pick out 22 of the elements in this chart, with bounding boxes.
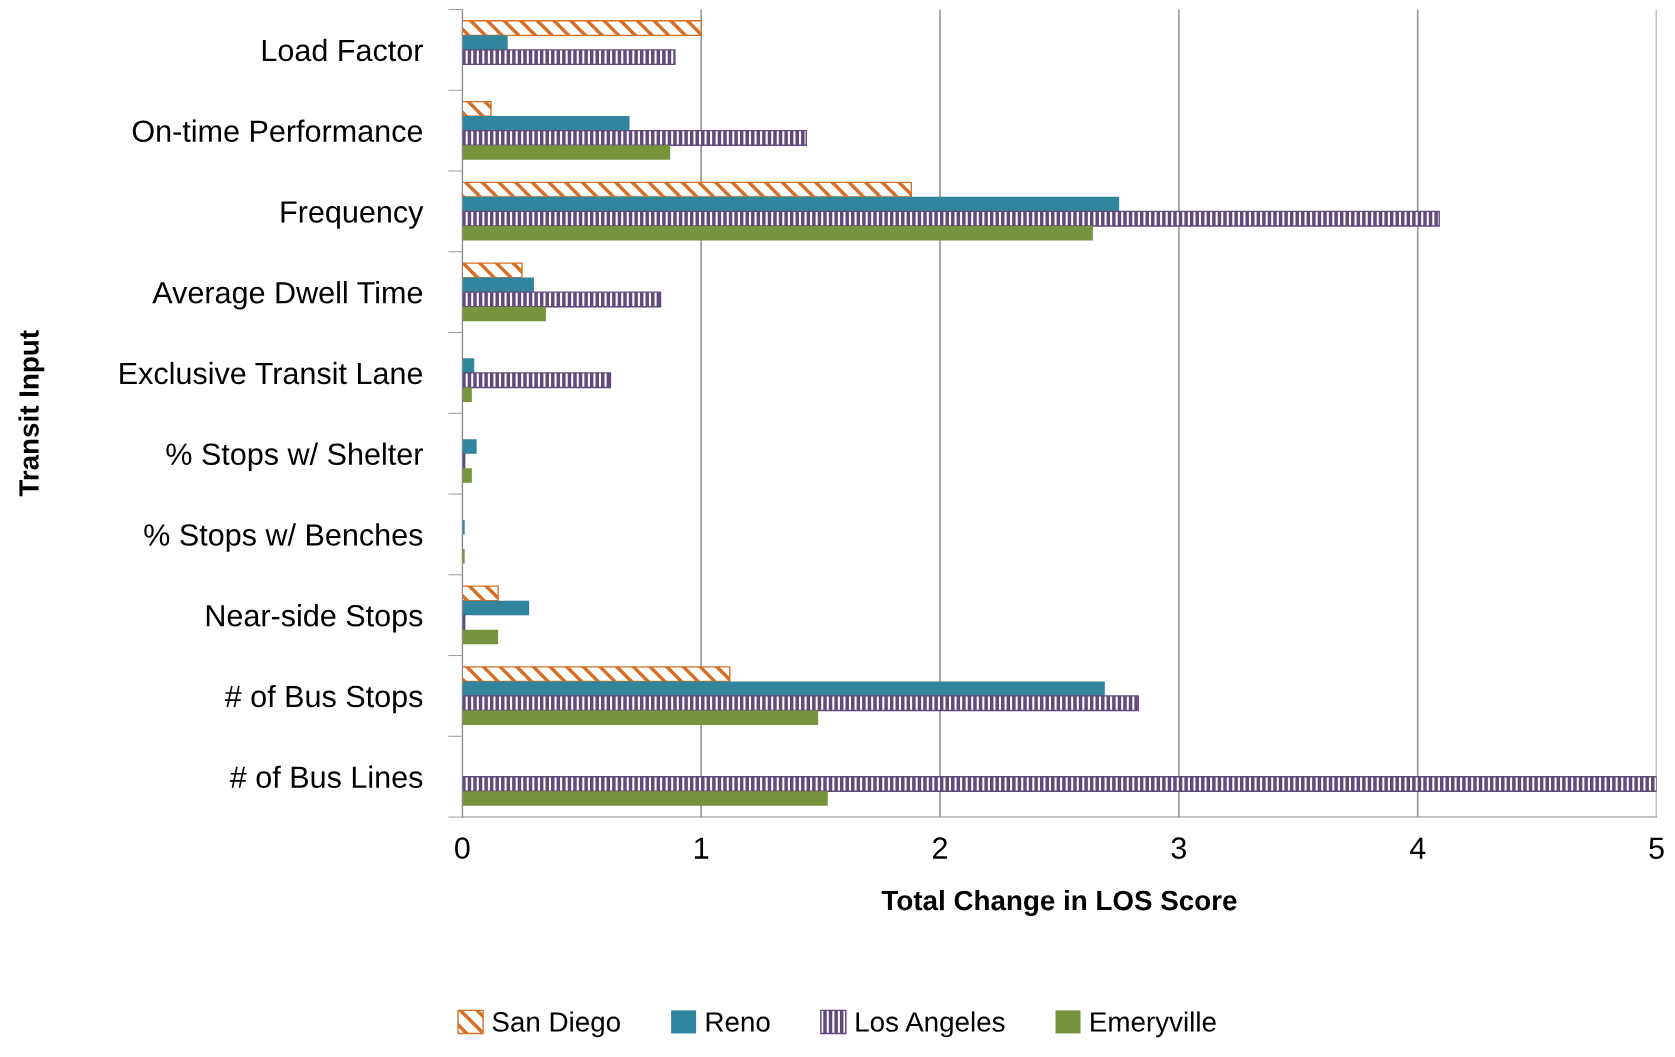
x-tick-label: 2 (933, 837, 947, 859)
y-axis-title: Transit Input (18, 330, 45, 497)
y-tick-label: Average Dwell Time (152, 281, 423, 310)
legend-label: San Diego (492, 1011, 620, 1038)
legend-label: Los Angeles (856, 1011, 1005, 1038)
y-tick-label: On-time Performance (132, 119, 423, 143)
y-tick-label: Near-side Stops (206, 604, 423, 633)
x-tick-label: 5 (1649, 837, 1664, 859)
y-tick-label: # of Bus Lines (229, 765, 423, 789)
y-tick-label: % Stops w/ Benches (144, 523, 423, 552)
y-tick-label: Exclusive Transit Lane (120, 361, 423, 385)
x-tick-label: 0 (455, 837, 470, 859)
x-tick-label: 3 (1171, 837, 1187, 859)
y-tick-label: % Stops w/ Shelter (166, 442, 423, 472)
x-tick-label: 4 (1409, 837, 1426, 859)
legend-label: Reno (706, 1012, 770, 1032)
legend-label: Emeryville (1091, 1011, 1216, 1038)
y-tick-label: # of Bus Stops (224, 684, 423, 714)
x-tick-label: 1 (694, 837, 709, 859)
y-tick-label: Frequency (281, 201, 424, 229)
y-tick-label: Load Factor (262, 38, 423, 62)
x-axis-title: Total Change in LOS Score (881, 889, 1237, 916)
